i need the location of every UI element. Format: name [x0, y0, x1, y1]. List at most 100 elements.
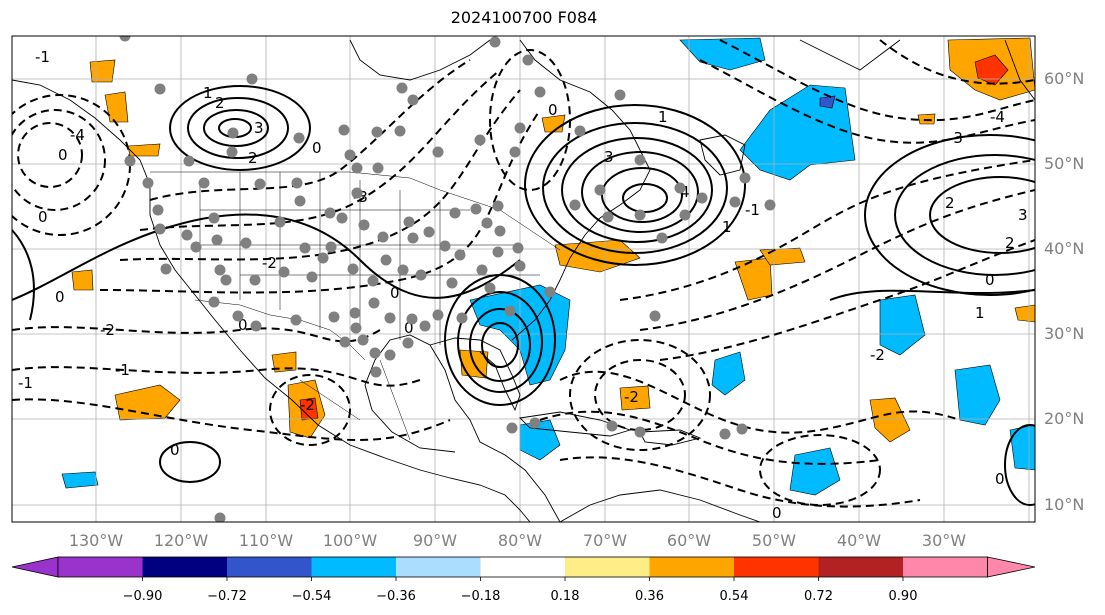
colorbar-segment — [818, 557, 904, 577]
station-dot — [764, 199, 776, 211]
lat-label: 30°N — [1044, 324, 1084, 343]
contour-high-florida — [481, 322, 519, 368]
contour-high-atlantic — [524, 104, 746, 266]
station-dot — [439, 240, 451, 252]
colorbar-extend-left — [11, 556, 59, 578]
lat-label: 40°N — [1044, 239, 1084, 258]
station-dot — [514, 122, 526, 134]
station-dot — [594, 184, 606, 196]
contour-label: 0 — [390, 284, 400, 302]
station-dot — [254, 178, 266, 190]
contour-high-florida — [457, 291, 543, 393]
station-dot — [142, 177, 154, 189]
station-dot — [290, 314, 302, 326]
contour-labels: 1 2 3 2 0 0 0 -1 -4 -3 -2 -2 -1 -1 0 -2 … — [18, 48, 1028, 522]
station-dot — [351, 162, 363, 174]
coastlines — [12, 39, 1035, 522]
station-dot — [220, 274, 232, 286]
anomaly-blob-negative — [879, 294, 926, 356]
anomaly-blob-negative — [789, 447, 841, 496]
political-borders — [150, 171, 561, 441]
station-dot — [274, 216, 286, 228]
contour-high-atlantic — [622, 183, 668, 213]
station-dot — [534, 86, 546, 98]
station-dot — [506, 422, 518, 434]
colorbar-tick-label: 0.72 — [804, 589, 833, 604]
station-dot — [214, 264, 226, 276]
station-dot — [317, 252, 329, 264]
anomaly-blob-positive — [127, 143, 161, 157]
contour-trough-caribbean — [559, 456, 921, 508]
contour-trough-west — [12, 326, 381, 343]
contour-label: 0 — [404, 319, 414, 337]
colorbar-tick-label: 0.36 — [635, 589, 664, 604]
lat-labels: 60°N 50°N 40°N 30°N 20°N 10°N — [1044, 69, 1084, 514]
lon-label: 90°W — [413, 531, 457, 550]
contour-trough-central — [99, 109, 541, 294]
station-dot — [456, 312, 468, 324]
station-dot — [492, 246, 504, 258]
contour-label: -1 — [115, 361, 130, 379]
station-dot — [574, 125, 586, 137]
station-dot — [380, 254, 392, 266]
station-dot — [544, 286, 556, 298]
station-dot — [152, 204, 164, 216]
station-dot — [367, 275, 379, 287]
station-dot — [325, 241, 337, 253]
contours-positive — [12, 85, 1035, 506]
station-dot — [183, 155, 195, 167]
contour-high-atlantic — [581, 151, 699, 233]
colorbar-segment — [142, 557, 228, 577]
coastline-greenland — [799, 39, 901, 71]
contour-trough-atlantic — [659, 239, 1035, 361]
station-dot — [606, 420, 618, 432]
station-dot — [154, 223, 166, 235]
contour-low-gulf-of-alaska — [17, 122, 83, 188]
station-dot — [384, 349, 396, 361]
contour-label: 0 — [238, 316, 248, 334]
station-dot — [190, 241, 202, 253]
contour-high-atlantic — [542, 122, 728, 254]
station-dot — [181, 229, 193, 241]
station-dot — [119, 36, 131, 42]
station-dot — [324, 207, 336, 219]
colorbar-segment — [311, 557, 397, 577]
anomaly-blob-negative — [739, 84, 856, 181]
station-dot — [336, 212, 348, 224]
colorbar-tick-label: 0.18 — [551, 589, 580, 604]
colorbar-tick-label: −0.90 — [123, 589, 163, 604]
contour-trough-north-atlantic — [879, 39, 1035, 85]
map-title: 2024100700 F084 — [450, 8, 598, 27]
colorbar-outline — [57, 556, 988, 578]
coastline-canada — [349, 39, 491, 81]
station-dot — [339, 336, 351, 348]
contour-label: 2 — [945, 194, 955, 212]
lon-label: 100°W — [323, 531, 378, 550]
station-dot — [509, 146, 521, 158]
coastline-florida — [429, 337, 521, 412]
contour-label: 0 — [58, 146, 68, 164]
contour-low-atlantic-south — [759, 434, 881, 506]
station-dot — [419, 320, 431, 332]
anomaly-blob-negative — [819, 95, 836, 109]
colorbar-segment — [649, 557, 735, 577]
contour-label: 4 — [680, 183, 690, 201]
station-dot — [529, 417, 541, 429]
station-dot — [377, 231, 389, 243]
station-dot — [739, 172, 751, 184]
border-us-canada — [150, 171, 561, 251]
colorbar-segment — [734, 557, 819, 577]
anomaly-blob-negative — [954, 364, 1001, 426]
station-dot — [406, 313, 418, 325]
colorbar-segment — [480, 557, 566, 577]
colorbar-tick-label: 0.54 — [720, 589, 749, 604]
contour-trough-north-atlantic — [699, 59, 1035, 144]
station-dot — [512, 242, 524, 254]
contour-low-labrador — [489, 49, 571, 191]
station-markers — [119, 36, 776, 522]
colorbar-tick-label: −0.18 — [461, 589, 501, 604]
station-dot — [402, 337, 414, 349]
lat-label: 50°N — [1044, 154, 1084, 173]
contour-label: -3 — [948, 129, 963, 147]
contour-trough-atlantic — [619, 159, 1035, 301]
